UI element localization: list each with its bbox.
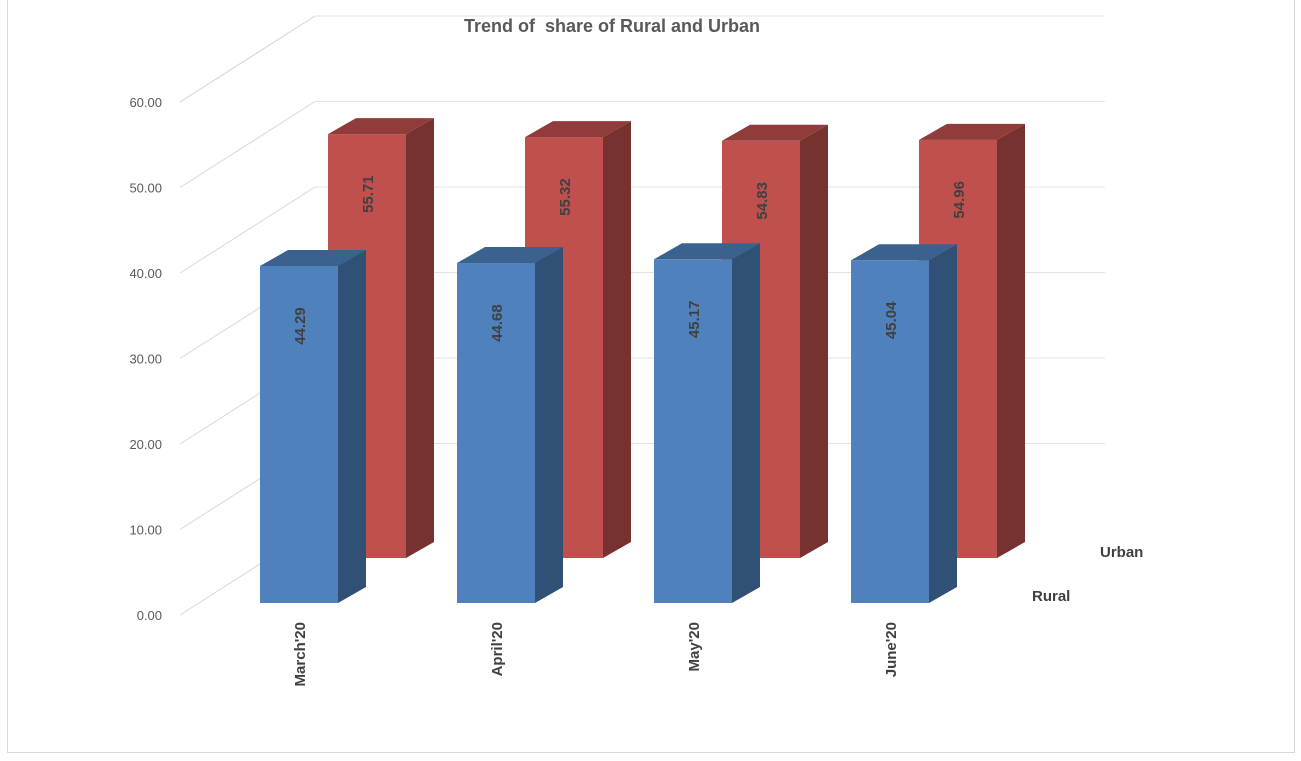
- bar-top-face: [260, 250, 366, 266]
- gridline-wall: [179, 186, 316, 274]
- y-tick-label: 50.00: [129, 181, 162, 196]
- bar-front-face: [457, 263, 535, 603]
- x-tick-label: March'20: [292, 622, 309, 686]
- bar-top-face: [851, 244, 957, 261]
- data-label: 44.29: [292, 307, 309, 345]
- data-label: 55.32: [557, 178, 574, 216]
- y-axis: 0.00 10.00 20.00 30.00 40.00 50.00 60.00: [129, 95, 162, 623]
- data-label: 54.83: [754, 182, 771, 220]
- bars: 55.71 55.32 54.83 54.96 44.29 44.68 45.17 45.04: [260, 118, 1025, 604]
- bar-side-face: [338, 250, 366, 603]
- x-tick-label: June'20: [883, 622, 900, 677]
- y-tick-label: 0.00: [137, 608, 162, 623]
- bar-front-face: [260, 266, 338, 603]
- bar-top-face: [457, 247, 563, 264]
- data-label: 54.96: [951, 181, 968, 219]
- data-label: 55.71: [360, 175, 377, 213]
- bar-rural-1: 44.68: [457, 247, 563, 603]
- y-tick-label: 60.00: [129, 95, 162, 110]
- y-tick-label: 20.00: [129, 437, 162, 452]
- wall-edge: [179, 15, 316, 103]
- bar-top-face: [654, 243, 760, 260]
- series-labels: Urban Rural: [1032, 544, 1143, 605]
- bar-front-face: [654, 259, 732, 603]
- bar-side-face: [997, 123, 1025, 559]
- data-label: 45.04: [883, 301, 900, 339]
- bar-top-face: [919, 123, 1025, 140]
- bar-side-face: [603, 121, 631, 559]
- chart-frame: [7, 0, 1295, 753]
- data-label: 44.68: [489, 304, 506, 342]
- bar-front-face: [851, 260, 929, 603]
- bar-rural-0: 44.29: [260, 250, 366, 603]
- bar-side-face: [732, 243, 760, 603]
- y-tick-label: 30.00: [129, 352, 162, 367]
- x-axis: March'20 April'20 May'20 June'20: [292, 622, 900, 686]
- x-tick-label: April'20: [489, 622, 506, 676]
- y-tick-label: 10.00: [129, 523, 162, 538]
- bar-side-face: [800, 124, 828, 558]
- y-tick-label: 40.00: [129, 266, 162, 281]
- bar-top-face: [722, 124, 828, 141]
- bar-side-face: [929, 244, 957, 604]
- bar-rural-3: 45.04: [851, 244, 957, 604]
- series-label-urban: Urban: [1100, 544, 1143, 561]
- bar-side-face: [535, 247, 563, 603]
- bar-rural-2: 45.17: [654, 243, 760, 603]
- gridline-wall: [179, 101, 316, 188]
- data-label: 45.17: [686, 301, 703, 339]
- series-label-rural: Rural: [1032, 588, 1070, 605]
- bar-side-face: [406, 118, 434, 558]
- chart-title: Trend of share of Rural and Urban: [464, 16, 760, 36]
- bar-top-face: [525, 121, 631, 138]
- x-tick-label: May'20: [686, 622, 703, 671]
- bar-top-face: [328, 118, 434, 135]
